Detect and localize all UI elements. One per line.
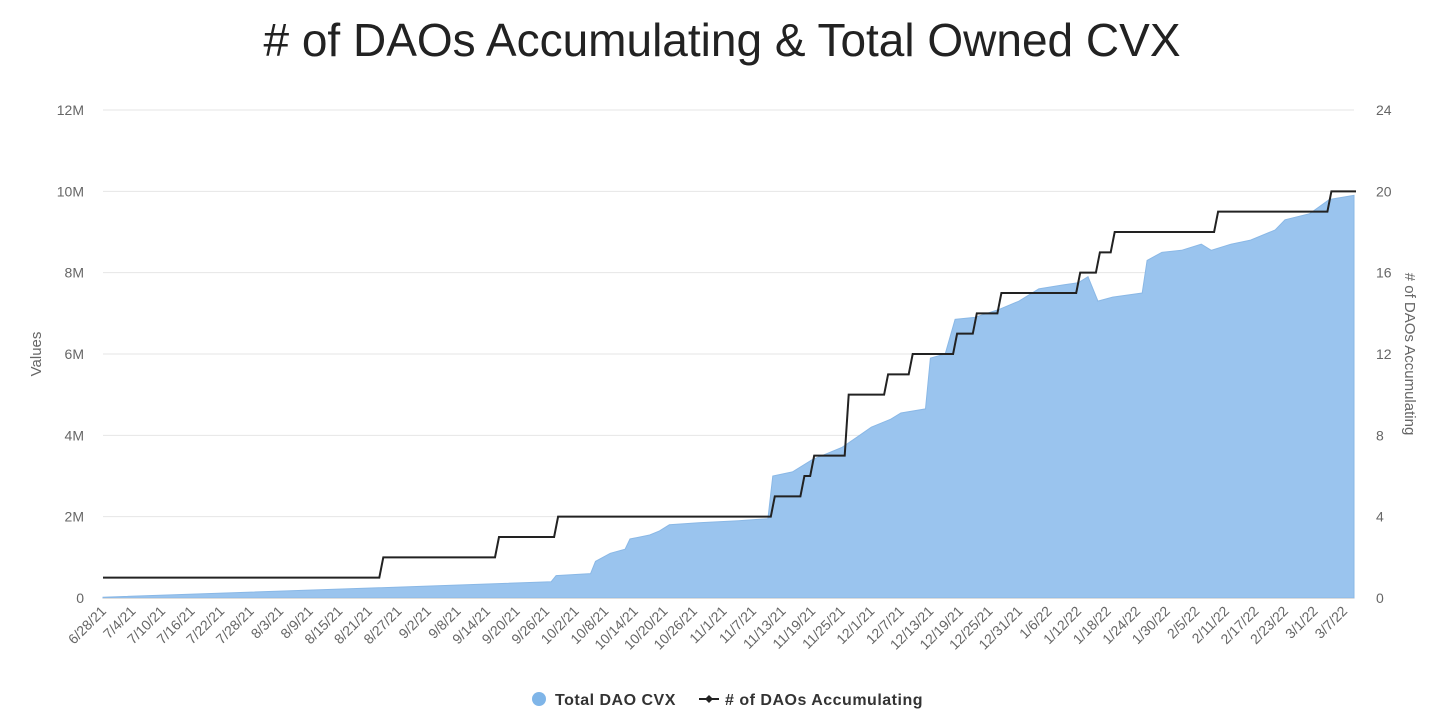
y2-tick-label: 8	[1376, 427, 1384, 443]
legend-diamond-icon	[705, 695, 713, 703]
y2-tick-label: 24	[1376, 102, 1392, 118]
x-tick-label: 9/2/21	[395, 603, 434, 642]
y2-tick-label: 12	[1376, 346, 1392, 362]
y-tick-label: 2M	[65, 509, 84, 525]
legend: Total DAO CVX # of DAOs Accumulating	[532, 692, 923, 709]
y-tick-label: 4M	[65, 427, 84, 443]
x-tick-label: 8/3/21	[248, 603, 287, 642]
y-axis-left: 0 2M 4M 6M 8M 10M 12M	[57, 102, 84, 606]
y2-axis-title: # of DAOs Accumulating	[1401, 273, 1418, 436]
y-tick-label: 6M	[65, 346, 84, 362]
y-tick-label: 8M	[65, 265, 84, 281]
y-axis-right: 0 4 8 12 16 20 24	[1376, 102, 1392, 606]
y2-tick-label: 0	[1376, 590, 1384, 606]
legend-label: # of DAOs Accumulating	[725, 692, 923, 709]
legend-marker-circle-icon	[532, 692, 546, 706]
y-tick-label: 12M	[57, 102, 84, 118]
area-series	[103, 195, 1354, 598]
y2-tick-label: 16	[1376, 265, 1392, 281]
y2-tick-label: 20	[1376, 183, 1392, 199]
x-tick-label: 6/28/21	[65, 603, 109, 647]
y-axis-title: Values	[28, 332, 45, 377]
legend-label: Total DAO CVX	[555, 692, 676, 709]
legend-item-daos-accumulating[interactable]: # of DAOs Accumulating	[699, 692, 923, 709]
legend-item-total-dao-cvx[interactable]: Total DAO CVX	[532, 692, 676, 709]
x-tick-label: 3/7/22	[1311, 603, 1350, 642]
x-tick-label: 3/1/22	[1282, 603, 1321, 642]
y-tick-label: 10M	[57, 183, 84, 199]
y2-tick-label: 4	[1376, 509, 1384, 525]
x-axis: 6/28/217/4/217/10/217/16/217/22/217/28/2…	[65, 599, 1354, 653]
chart-title: # of DAOs Accumulating & Total Owned CVX	[263, 14, 1180, 66]
y-tick-label: 0	[76, 590, 84, 606]
area-total-dao-cvx	[103, 195, 1354, 598]
